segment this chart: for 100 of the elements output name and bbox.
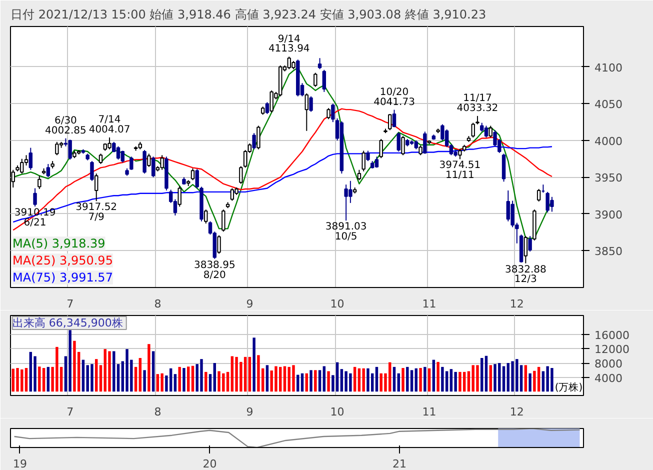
annotation: 6/30 4002.85 xyxy=(45,115,86,136)
y-tick-label: 4000 xyxy=(594,372,622,385)
bar xyxy=(528,373,532,392)
bar xyxy=(494,364,496,392)
x-tick-label: 8 xyxy=(154,406,162,418)
bar xyxy=(252,338,256,392)
y-tick-label: 3950 xyxy=(594,172,622,185)
x-tick-label: 19 xyxy=(12,458,27,470)
candlestick xyxy=(506,190,510,222)
bar xyxy=(537,366,540,392)
candlestick xyxy=(151,156,156,178)
candlestick xyxy=(423,131,427,154)
bar xyxy=(366,368,370,392)
bar xyxy=(244,356,247,392)
x-tick-label: 12 xyxy=(510,298,524,310)
bar xyxy=(397,373,400,392)
candlestick xyxy=(265,102,270,114)
bar xyxy=(480,358,484,392)
candlestick xyxy=(314,72,318,88)
bar xyxy=(134,366,138,392)
text: MA(75) 3,991.57 xyxy=(12,270,113,284)
bar xyxy=(283,366,286,392)
candlestick xyxy=(528,236,532,252)
bar xyxy=(362,368,365,392)
bar xyxy=(116,364,120,392)
bar xyxy=(178,366,181,392)
candlestick xyxy=(484,125,488,138)
candlestick xyxy=(230,188,234,202)
candlestick xyxy=(239,166,243,184)
candlestick xyxy=(326,108,330,120)
bar xyxy=(200,359,203,392)
candlestick xyxy=(502,153,506,182)
candlestick xyxy=(379,138,383,159)
bar xyxy=(296,374,300,392)
bar xyxy=(182,368,186,392)
bar xyxy=(489,365,492,392)
text: MA(5) 3,918.39 xyxy=(12,236,106,250)
bar xyxy=(419,368,422,392)
bar xyxy=(454,372,457,392)
bar xyxy=(310,370,312,392)
bar xyxy=(327,371,330,392)
y-axis-title: (万株) xyxy=(554,382,583,394)
bar xyxy=(410,370,414,392)
candlestick xyxy=(98,153,103,164)
bar xyxy=(46,366,50,392)
bar xyxy=(257,355,260,392)
candlestick xyxy=(130,156,134,170)
candlestick xyxy=(178,186,182,208)
candlestick xyxy=(524,236,528,264)
bar xyxy=(300,373,304,392)
bar xyxy=(169,368,172,392)
candlestick xyxy=(46,163,50,178)
bar xyxy=(68,330,72,392)
bar xyxy=(450,369,453,392)
x-tick-label: 8 xyxy=(154,298,162,310)
bar xyxy=(108,351,111,392)
chart-title: 出来高 66,345,900株 xyxy=(12,316,123,330)
series-label: MA(25) 3,950.95 xyxy=(12,254,113,268)
bar xyxy=(226,372,230,392)
candlestick xyxy=(418,145,422,156)
bar xyxy=(208,374,212,392)
candlestick xyxy=(147,153,151,168)
bar xyxy=(266,365,269,392)
x-tick-label: 9 xyxy=(246,298,254,310)
candlestick xyxy=(331,103,335,123)
bar xyxy=(292,365,295,392)
y-tick-label: 16000 xyxy=(594,328,630,342)
bar xyxy=(322,366,326,392)
y-tick-label: 4050 xyxy=(594,98,622,112)
bar xyxy=(392,366,396,392)
bar xyxy=(533,370,536,392)
candlestick xyxy=(160,154,164,170)
bar xyxy=(432,360,436,392)
bar xyxy=(402,368,404,392)
bar xyxy=(336,362,339,392)
x-tick-label: 10 xyxy=(330,298,344,310)
bar xyxy=(152,351,155,392)
candlestick xyxy=(38,175,42,190)
bar xyxy=(138,358,142,392)
bar xyxy=(230,356,234,392)
bar xyxy=(24,368,28,392)
bar xyxy=(445,371,448,392)
candlestick xyxy=(90,160,94,182)
x-tick-label: 10 xyxy=(330,406,344,418)
y-tick-label: 4100 xyxy=(594,61,622,74)
candlestick xyxy=(488,125,492,138)
bar xyxy=(375,366,378,392)
bar xyxy=(148,344,150,392)
bar xyxy=(305,373,308,392)
bar xyxy=(458,372,462,392)
y-tick-label: 3850 xyxy=(594,245,622,258)
bar xyxy=(441,366,444,392)
bar xyxy=(340,369,344,392)
candlestick xyxy=(357,169,362,181)
y-tick-label: 8000 xyxy=(594,358,622,370)
candlestick xyxy=(222,209,226,232)
bar xyxy=(248,356,252,392)
bar xyxy=(436,362,440,392)
bar xyxy=(29,352,32,392)
bar xyxy=(424,366,426,392)
